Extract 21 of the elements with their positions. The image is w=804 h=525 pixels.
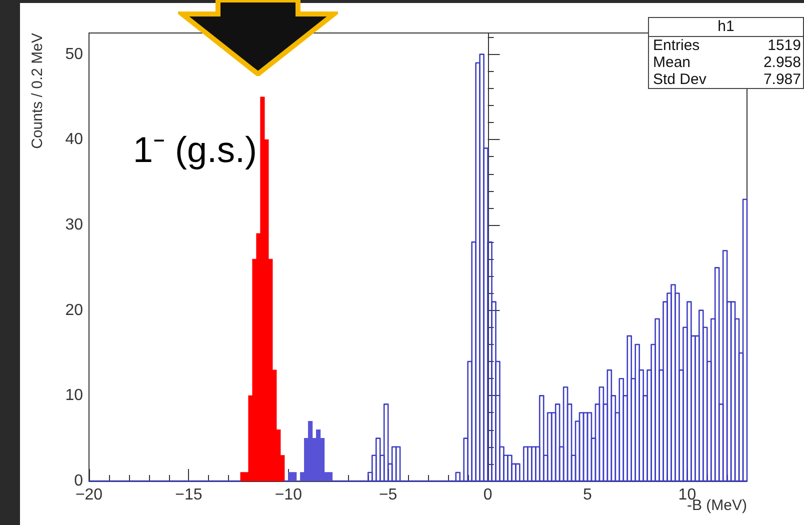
annotation: Entries <box>653 37 700 54</box>
annotation: 1⁻ (g.s.) <box>133 128 258 172</box>
x-tick-label: −5 <box>378 486 398 504</box>
y-tick-label: 30 <box>65 216 84 234</box>
x-tick-label: 0 <box>483 486 492 504</box>
y-tick-label: 0 <box>74 472 84 490</box>
y-axis-title: Counts / 0.2 MeV <box>29 32 46 149</box>
x-tick-label: −10 <box>274 486 302 504</box>
annotation: h1 <box>649 18 803 37</box>
x-tick-label: −20 <box>75 486 103 504</box>
text: 7.987 <box>763 71 801 88</box>
text: 1519 <box>768 37 801 54</box>
y-tick-label: 10 <box>65 387 84 404</box>
annotation: Std Dev <box>653 71 706 88</box>
text: 2.958 <box>763 54 801 71</box>
y-tick-label: 20 <box>65 302 84 319</box>
annotation: Mean <box>653 54 691 71</box>
x-tick-label: −15 <box>175 486 202 504</box>
y-tick-label: 40 <box>65 131 84 148</box>
x-tick-label: 5 <box>583 486 592 504</box>
y-tick-label: 50 <box>65 46 84 63</box>
